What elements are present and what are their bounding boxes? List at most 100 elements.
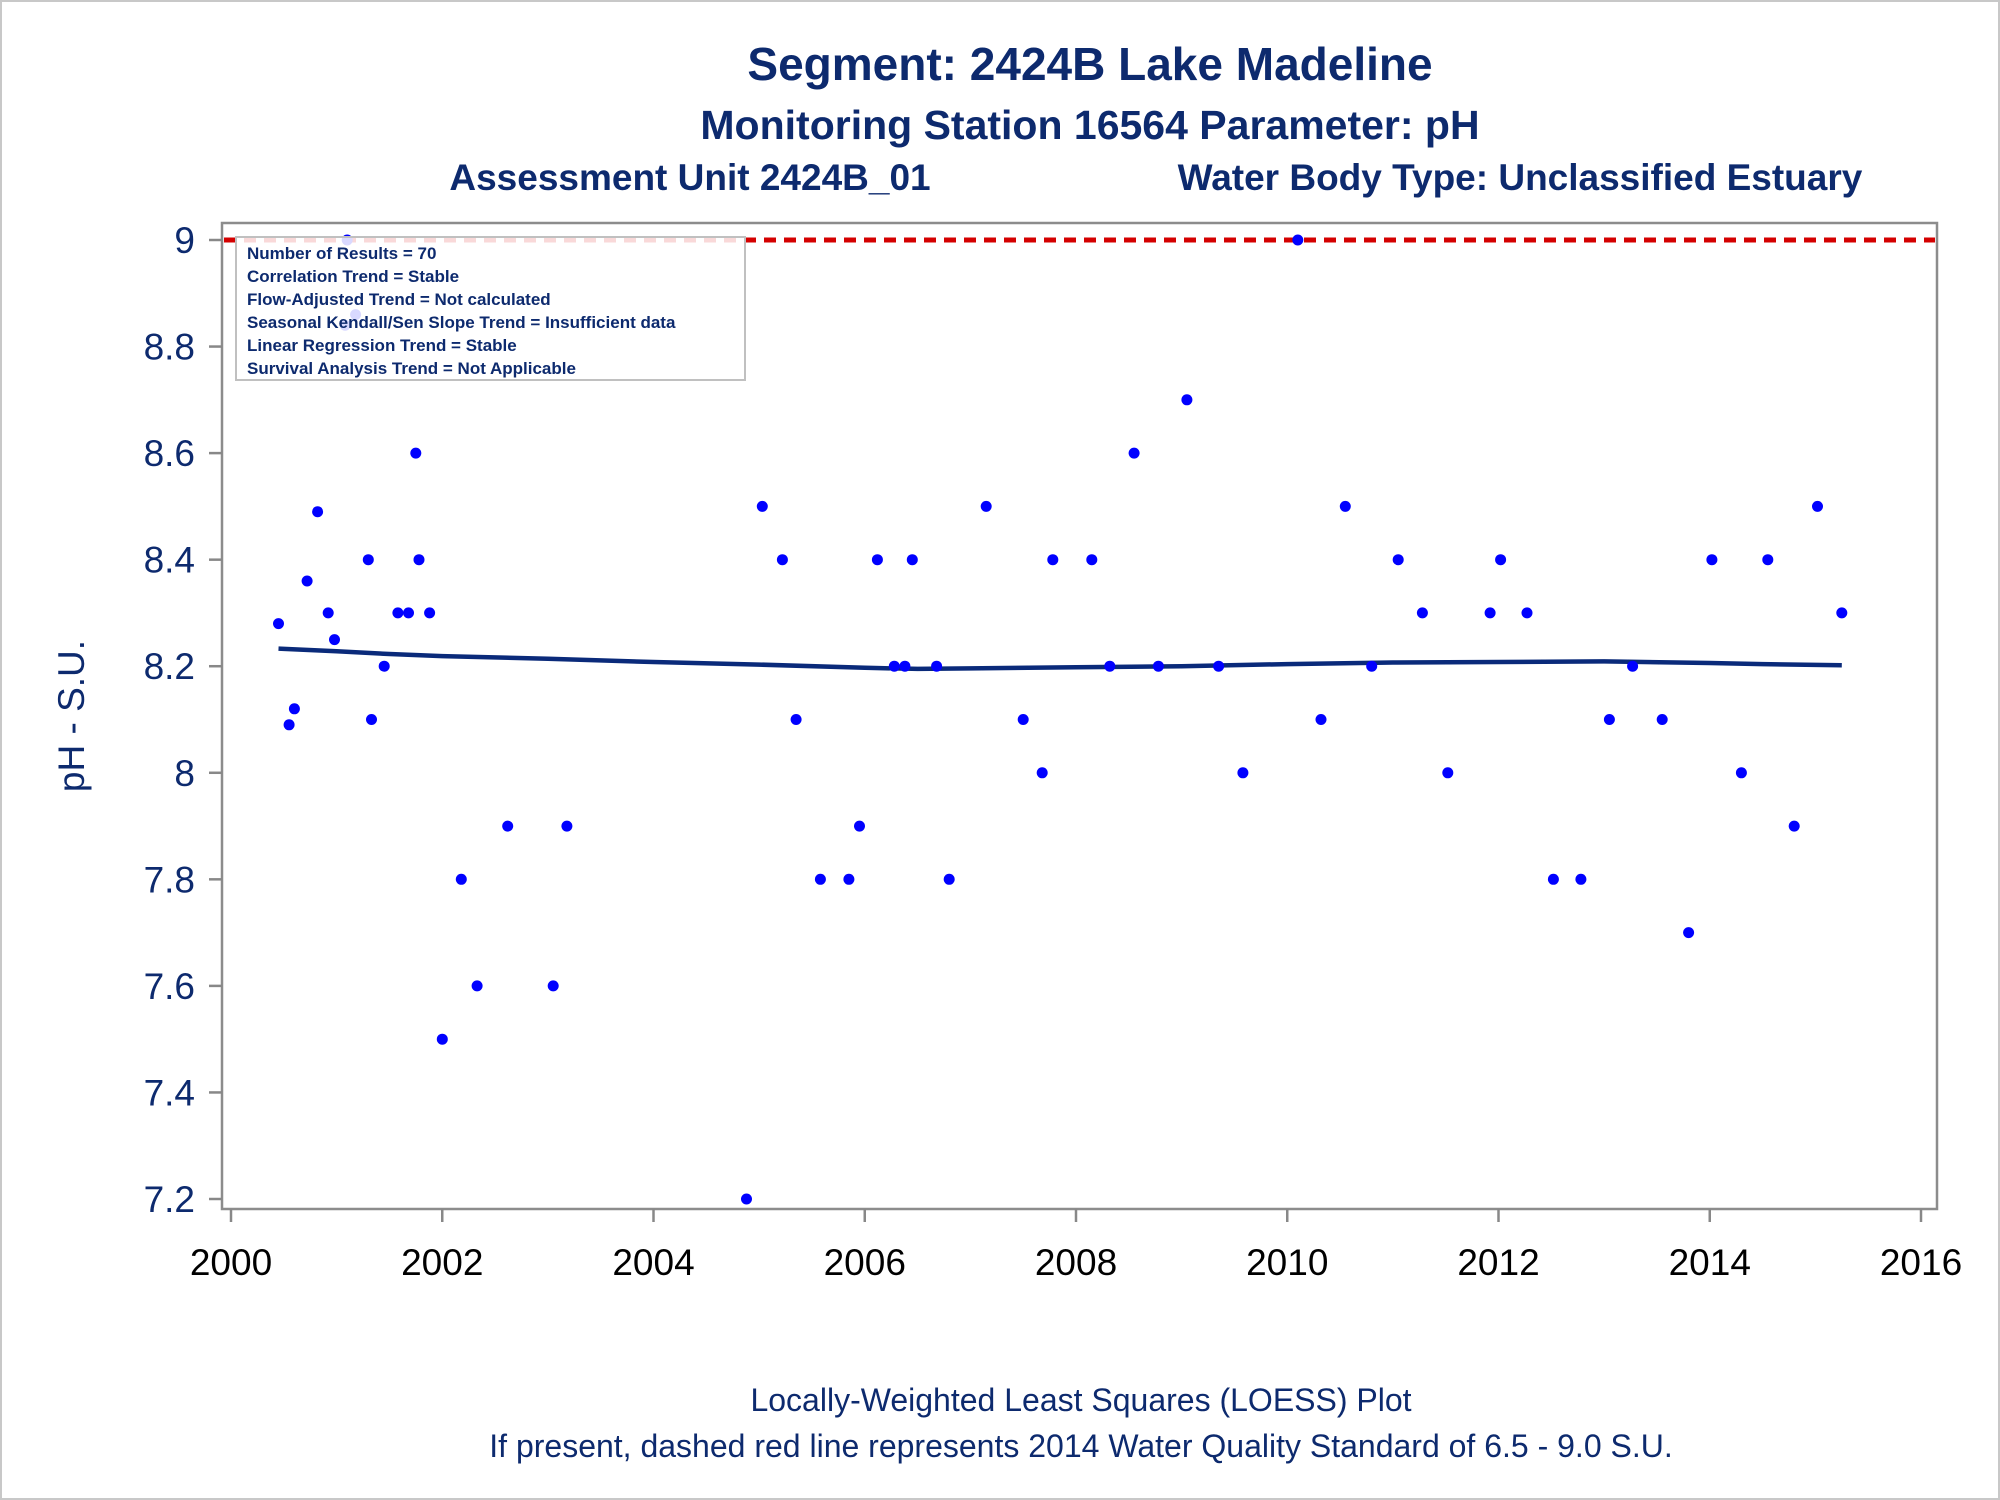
- data-point: [1181, 394, 1193, 406]
- y-tick-label: 8.4: [144, 540, 195, 581]
- y-axis-label: pH - S.U.: [51, 640, 92, 792]
- chart-subtitle: Monitoring Station 16564 Parameter: pH: [700, 102, 1479, 148]
- data-point: [283, 719, 295, 731]
- data-point: [366, 714, 377, 725]
- info-box-frame: [235, 236, 746, 381]
- data-point: [471, 980, 483, 992]
- x-tick-label: 2000: [190, 1242, 272, 1283]
- data-point: [931, 660, 943, 672]
- y-tick-label: 8.8: [144, 327, 195, 368]
- data-point: [1762, 554, 1774, 566]
- data-point: [362, 554, 374, 566]
- data-point: [273, 618, 284, 630]
- info-seasonal-kendall-trend: Seasonal Kendall/Sen Slope Trend = Insuf…: [247, 313, 676, 332]
- data-point: [329, 634, 340, 646]
- data-point: [1603, 714, 1615, 725]
- data-point: [1547, 873, 1559, 885]
- data-point: [1521, 607, 1533, 619]
- data-point: [756, 500, 768, 512]
- data-point: [776, 554, 788, 566]
- footnote-loess: Locally-Weighted Least Squares (LOESS) P…: [750, 1382, 1411, 1418]
- y-tick-label: 9: [174, 220, 195, 261]
- data-point: [424, 607, 436, 619]
- data-point: [561, 820, 573, 832]
- data-point: [814, 873, 826, 885]
- data-point: [410, 447, 422, 459]
- data-point: [403, 607, 414, 619]
- data-point: [1735, 767, 1747, 779]
- assessment-unit-label: Assessment Unit 2424B_01: [449, 157, 930, 198]
- data-point: [1104, 660, 1116, 672]
- y-tick-label: 8.2: [144, 646, 195, 687]
- data-point: [1812, 500, 1823, 512]
- data-point: [1213, 660, 1225, 672]
- data-point: [741, 1193, 752, 1205]
- chart-title: Segment: 2424B Lake Madeline: [747, 38, 1432, 90]
- data-point: [980, 500, 992, 512]
- data-point: [301, 575, 313, 587]
- y-tick-label: 7.4: [144, 1072, 195, 1113]
- data-point: [871, 554, 883, 566]
- data-point: [1656, 714, 1668, 725]
- data-point: [1237, 767, 1249, 779]
- data-point: [1315, 714, 1327, 725]
- data-point: [1047, 554, 1059, 566]
- info-linear-regression-trend: Linear Regression Trend = Stable: [247, 336, 517, 355]
- data-point: [1416, 607, 1428, 619]
- data-point: [413, 554, 425, 566]
- data-point: [899, 660, 911, 672]
- axes: 2000 2002 2004 2006 2008 2010 2012 2014 2016 7.2 7…: [144, 220, 1963, 1283]
- info-correlation-trend: Correlation Trend = Stable: [247, 267, 459, 286]
- data-point: [843, 873, 855, 885]
- y-tick-label: 7.8: [144, 859, 195, 900]
- y-tick-label: 8.6: [144, 433, 195, 474]
- data-point: [1575, 873, 1587, 885]
- data-point: [888, 660, 900, 672]
- data-point: [1292, 234, 1304, 246]
- data-point: [1152, 660, 1164, 672]
- data-point: [312, 506, 324, 518]
- data-point: [1128, 447, 1140, 459]
- data-point: [502, 820, 514, 832]
- data-point: [1788, 820, 1800, 832]
- y-tick-label: 7.2: [144, 1179, 195, 1220]
- data-point: [1366, 660, 1378, 672]
- info-number-of-results: Number of Results = 70: [247, 244, 436, 263]
- info-box: Number of Results = 70 Correlation Trend…: [235, 236, 746, 381]
- data-point: [1442, 767, 1454, 779]
- data-point: [1392, 554, 1404, 566]
- data-point: [1706, 554, 1718, 566]
- info-survival-analysis-trend: Survival Analysis Trend = Not Applicable: [247, 359, 576, 378]
- water-body-type-label: Water Body Type: Unclassified Estuary: [1178, 157, 1863, 198]
- data-point: [1495, 554, 1507, 566]
- data-point: [1836, 607, 1848, 619]
- data-point: [1484, 607, 1496, 619]
- data-point: [1086, 554, 1098, 566]
- data-point: [943, 873, 955, 885]
- x-tick-label: 2014: [1669, 1242, 1751, 1283]
- x-tick-label: 2002: [401, 1242, 483, 1283]
- x-tick-label: 2016: [1880, 1242, 1962, 1283]
- data-point: [1017, 714, 1029, 725]
- footnote-standard: If present, dashed red line represents 2…: [489, 1428, 1672, 1464]
- y-tick-label: 7.6: [144, 966, 195, 1007]
- data-point: [547, 980, 559, 992]
- y-tick-label: 8: [174, 753, 195, 794]
- data-point: [378, 660, 390, 672]
- x-tick-label: 2006: [824, 1242, 906, 1283]
- x-tick-label: 2008: [1035, 1242, 1117, 1283]
- data-point: [1036, 767, 1048, 779]
- data-point: [392, 607, 404, 619]
- loess-curve-group: [278, 646, 1842, 672]
- data-point: [1683, 927, 1695, 939]
- plot-area: [220, 221, 1939, 1211]
- x-tick-label: 2010: [1246, 1242, 1328, 1283]
- data-point: [1627, 660, 1639, 672]
- data-points-group: [273, 234, 1848, 1205]
- data-point: [455, 873, 467, 885]
- data-point: [854, 820, 865, 832]
- x-tick-label: 2004: [612, 1242, 694, 1283]
- data-point: [436, 1033, 448, 1045]
